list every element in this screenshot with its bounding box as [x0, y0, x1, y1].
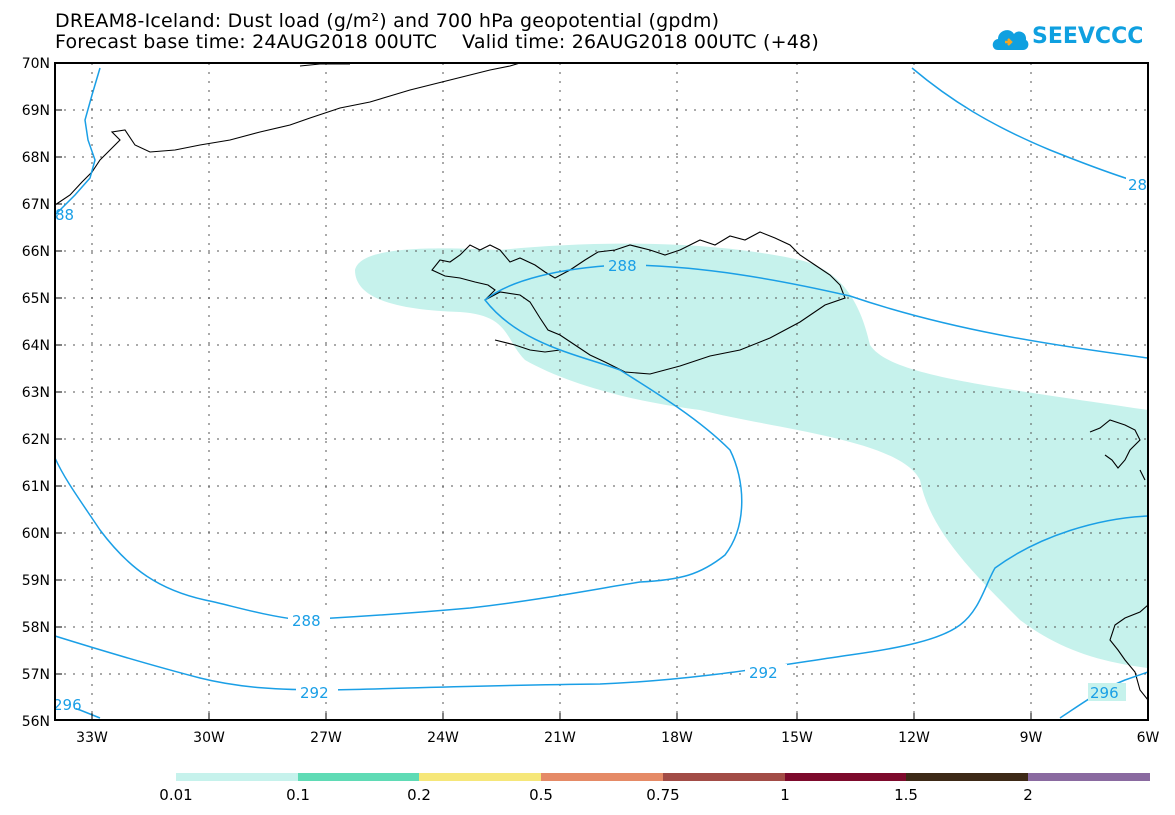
contour-label: 296 [1090, 684, 1119, 702]
lon-label: 24W [427, 730, 459, 746]
colorbar-label: 0.5 [529, 786, 553, 804]
contour-labels: 288 288 292 292 296 296 88 28 [52, 176, 1148, 714]
lat-label: 60N [22, 526, 50, 542]
coastlines [54, 62, 1149, 701]
lat-label: 57N [22, 667, 50, 683]
colorbar-label: 2 [1023, 786, 1033, 804]
contour-288-greenland [54, 67, 101, 216]
lat-label: 61N [22, 479, 50, 495]
contour-label: 88 [55, 206, 74, 224]
lon-label: 18W [661, 730, 693, 746]
colorbar-swatch [298, 773, 419, 781]
lat-label: 70N [22, 56, 50, 72]
iceland-coast [431, 231, 846, 375]
lat-grid [55, 109, 1148, 675]
contour-288-ne [911, 67, 1149, 186]
lon-axis-labels: 33W 30W 27W 24W 21W 18W 15W 12W 9W 6W [76, 730, 1159, 746]
lat-label: 67N [22, 197, 50, 213]
lat-axis-labels: 56N 57N 58N 59N 60N 61N 62N 63N 64N 65N … [22, 56, 50, 730]
colorbar-swatch [1028, 773, 1150, 781]
lat-label: 59N [22, 573, 50, 589]
colorbar-swatch [663, 773, 785, 781]
colorbar-label: 0.75 [646, 786, 680, 804]
greenland-coast [54, 62, 521, 206]
colorbar-label: 0.1 [286, 786, 310, 804]
contour-label: 292 [300, 684, 329, 702]
contour-label: 296 [53, 696, 82, 714]
lat-label: 56N [22, 714, 50, 730]
geopotential-contours [54, 67, 1149, 719]
contour-label: 288 [292, 612, 321, 630]
lat-label: 63N [22, 385, 50, 401]
colorbar-swatch [419, 773, 541, 781]
lon-label: 33W [76, 730, 108, 746]
lon-label: 12W [898, 730, 930, 746]
colorbar-swatch [176, 773, 298, 781]
contour-292 [54, 515, 1149, 691]
lat-label: 69N [22, 103, 50, 119]
lat-label: 62N [22, 432, 50, 448]
colorbar-label: 0.01 [159, 786, 193, 804]
seevccc-logo: SEEVCCC [990, 18, 1160, 58]
colorbar-label: 0.2 [407, 786, 431, 804]
colorbar-label: 1.5 [894, 786, 918, 804]
lon-label: 21W [544, 730, 576, 746]
lat-label: 64N [22, 338, 50, 354]
logo-text: SEEVCCC [1032, 24, 1144, 49]
colorbar [176, 773, 1150, 781]
lon-label: 30W [193, 730, 225, 746]
dust-region [355, 243, 1148, 668]
lat-label: 66N [22, 244, 50, 260]
map-title: DREAM8-Iceland: Dust load (g/m²) and 700… [55, 10, 720, 32]
contour-label: 28 [1128, 176, 1147, 194]
cloud-logo-icon [992, 30, 1029, 50]
lat-label: 65N [22, 291, 50, 307]
map-subtitle: Forecast base time: 24AUG2018 00UTC Vali… [55, 31, 819, 53]
lon-label: 9W [1020, 730, 1043, 746]
lon-label: 15W [781, 730, 813, 746]
lat-label: 58N [22, 620, 50, 636]
axis-ticks [55, 109, 1032, 720]
colorbar-swatch [906, 773, 1028, 781]
contour-288-main [54, 264, 1149, 621]
lat-label: 68N [22, 150, 50, 166]
contour-label: 292 [749, 664, 778, 682]
colorbar-swatch [541, 773, 663, 781]
lon-label: 27W [310, 730, 342, 746]
colorbar-swatch [785, 773, 906, 781]
colorbar-label: 1 [780, 786, 790, 804]
lon-label: 6W [1137, 730, 1160, 746]
contour-label: 288 [608, 257, 637, 275]
